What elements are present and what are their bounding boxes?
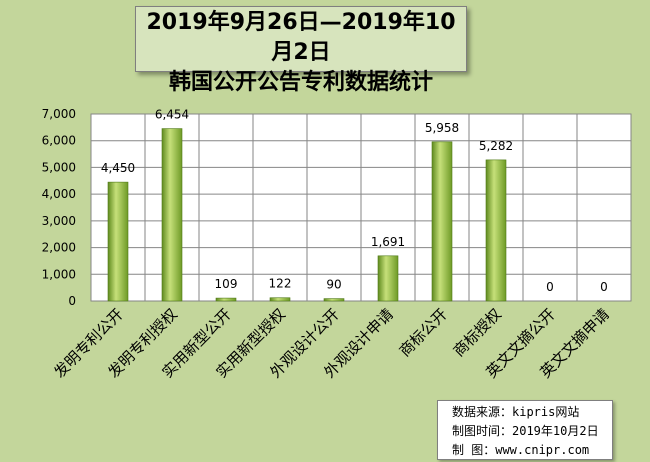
data-label: 5,958 [425,121,459,135]
y-tick-label: 0 [68,294,76,308]
data-label: 90 [326,278,341,292]
y-axis-tick-labels: 0 1,000 2,000 3,000 4,000 5,000 6,000 7,000 [42,107,76,308]
y-tick-label: 7,000 [42,107,76,121]
data-label: 122 [269,277,292,291]
y-tick-label: 1,000 [42,267,76,281]
bar [162,129,182,301]
source-info-box: 数据来源：kipris网站 制图时间：2019年10月2日 制 图：www.cn… [437,400,613,460]
data-label: 5,282 [479,139,513,153]
bar [432,142,452,301]
y-tick-label: 6,000 [42,134,76,148]
y-tick-label: 3,000 [42,214,76,228]
source-line: 数据来源：kipris网站 [452,403,612,422]
bar [378,256,398,301]
x-axis-category-labels: 发明专利公开发明专利授权实用新型公开实用新型授权外观设计公开外观设计申请商标公开… [50,305,612,381]
bar [324,299,344,301]
data-label: 0 [546,280,554,294]
y-tick-label: 5,000 [42,160,76,174]
data-label: 0 [600,280,608,294]
y-tick-label: 2,000 [42,241,76,255]
data-label: 109 [215,277,238,291]
bar [216,298,236,301]
x-category-label: 商标公开 [396,305,451,360]
x-category-label: 商标授权 [450,305,505,360]
data-label: 1,691 [371,235,405,249]
data-label: 4,450 [101,161,135,175]
chart-date-line: 制图时间：2019年10月2日 [452,422,612,441]
y-tick-label: 4,000 [42,187,76,201]
bar [270,298,290,301]
chart-maker-line: 制 图：www.cnipr.com [452,441,612,460]
data-label: 6,454 [155,108,189,122]
bar [486,160,506,301]
bar [108,182,128,301]
